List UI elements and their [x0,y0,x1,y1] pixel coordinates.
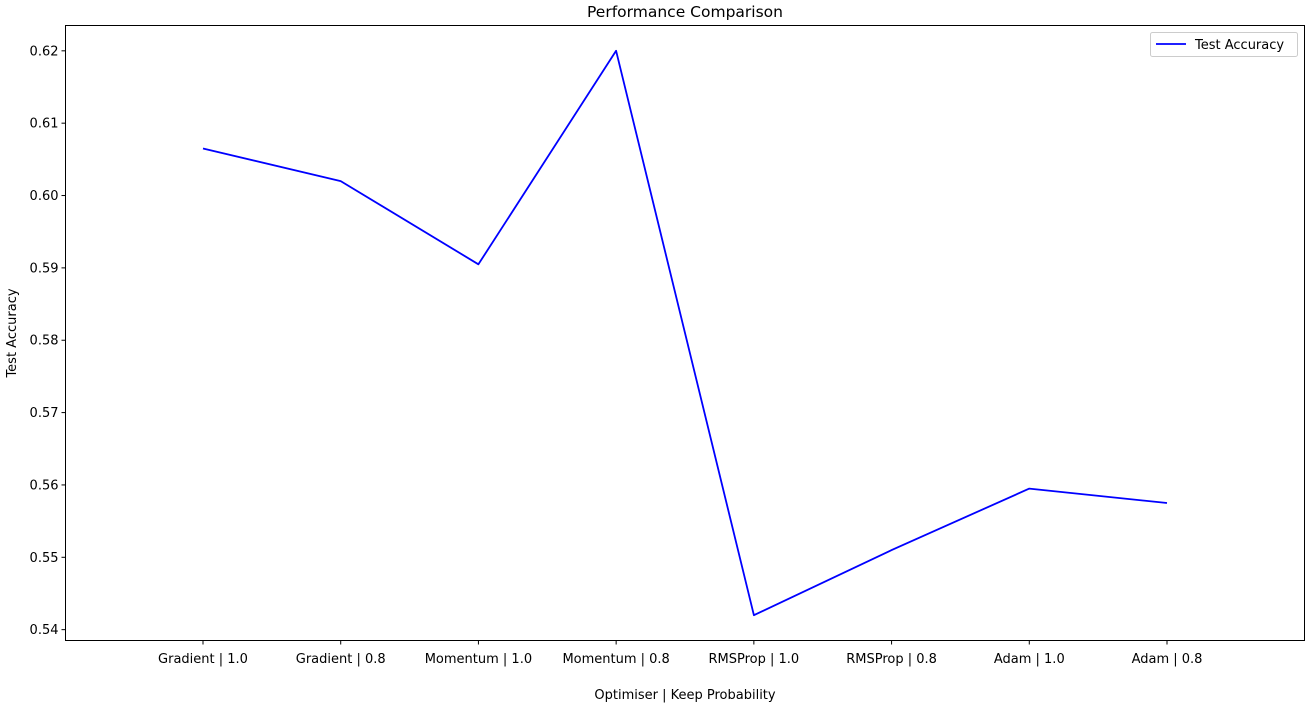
y-axis-title: Test Accuracy [5,288,20,378]
x-tick-label: Momentum | 1.0 [425,652,532,667]
x-tick-label: Momentum | 0.8 [562,652,669,667]
y-tick-label: 0.58 [30,334,59,349]
x-axis: Gradient | 1.0 Gradient | 0.8 Momentum | 1… [158,640,1203,667]
series-line-test-accuracy [202,49,1168,617]
y-tick-label: 0.56 [30,478,59,493]
y-tick-label: 0.61 [30,117,59,132]
x-tick-label: RMSProp | 0.8 [846,652,937,667]
x-axis-title: Optimiser | Keep Probability [594,688,776,703]
y-tick-label: 0.59 [30,261,59,276]
y-tick-label: 0.54 [30,623,59,638]
x-tick-label: Gradient | 1.0 [158,652,248,667]
legend-label: Test Accuracy [1194,38,1284,53]
x-tick-label: Gradient | 0.8 [296,652,386,667]
y-tick-label: 0.62 [30,44,59,59]
x-tick-label: Adam | 0.8 [1132,652,1203,667]
y-tick-label: 0.60 [30,189,59,204]
x-tick-label: Adam | 1.0 [994,652,1065,667]
y-axis: 0.54 0.55 0.56 0.57 0.58 0.59 0.60 0.61 0.62 [30,44,66,638]
legend: Test Accuracy [1150,32,1298,57]
y-tick-label: 0.55 [30,551,59,566]
chart-title: Performance Comparison [587,3,783,21]
plot-area-frame [65,25,1305,641]
x-tick-label: RMSProp | 1.0 [709,652,800,667]
legend-box [1150,32,1298,57]
y-tick-label: 0.57 [30,406,59,421]
